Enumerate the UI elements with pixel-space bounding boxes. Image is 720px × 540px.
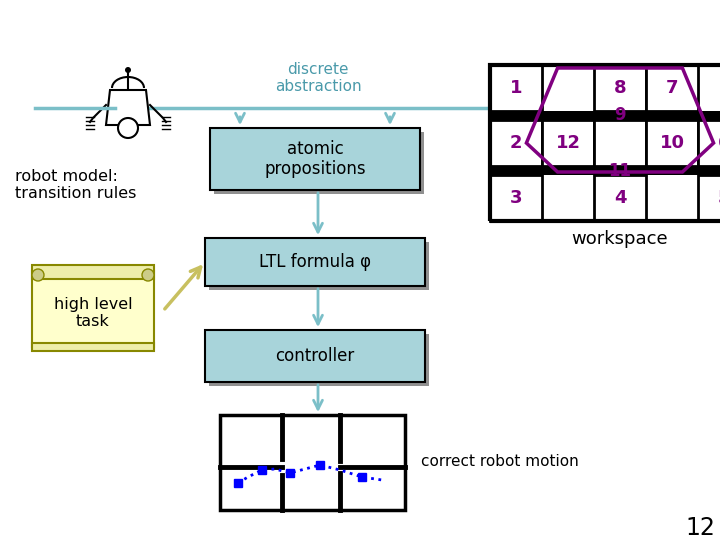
Bar: [258, 466, 266, 474]
Bar: [490, 175, 542, 221]
Bar: [205, 238, 425, 286]
Bar: [646, 65, 698, 111]
Text: 2: 2: [510, 134, 522, 152]
Circle shape: [125, 67, 131, 73]
Bar: [209, 334, 429, 386]
Bar: [490, 120, 542, 166]
Text: controller: controller: [275, 347, 355, 365]
Bar: [594, 175, 646, 221]
Text: 5: 5: [718, 189, 720, 207]
Text: 12: 12: [685, 516, 715, 540]
Bar: [358, 473, 366, 481]
Bar: [542, 120, 594, 166]
Bar: [490, 65, 542, 111]
Circle shape: [32, 269, 44, 281]
Bar: [646, 120, 698, 166]
Bar: [316, 461, 324, 469]
Bar: [32, 343, 154, 351]
Bar: [209, 242, 429, 290]
Text: robot model:
transition rules: robot model: transition rules: [15, 169, 136, 201]
Text: 8: 8: [613, 79, 626, 97]
Circle shape: [118, 118, 138, 138]
Bar: [220, 415, 405, 510]
Bar: [32, 271, 154, 347]
Bar: [490, 65, 720, 221]
Text: high level
task: high level task: [54, 297, 132, 329]
Bar: [698, 175, 720, 221]
Text: 4: 4: [613, 189, 626, 207]
Text: 11: 11: [608, 161, 631, 179]
Text: correct robot motion: correct robot motion: [421, 455, 579, 469]
Bar: [286, 469, 294, 477]
Bar: [234, 479, 242, 487]
Bar: [490, 111, 720, 120]
Bar: [490, 166, 720, 175]
Text: 9: 9: [614, 106, 626, 125]
Bar: [594, 65, 646, 111]
Bar: [32, 265, 154, 279]
Bar: [210, 128, 420, 190]
Text: atomic
propositions: atomic propositions: [264, 140, 366, 178]
Text: 3: 3: [510, 189, 522, 207]
Polygon shape: [106, 90, 150, 125]
Bar: [205, 330, 425, 382]
Text: 10: 10: [660, 134, 685, 152]
Bar: [698, 120, 720, 166]
Bar: [594, 120, 646, 166]
Bar: [214, 132, 424, 194]
Text: workspace: workspace: [572, 230, 668, 248]
Text: 12: 12: [556, 134, 580, 152]
Text: 1: 1: [510, 79, 522, 97]
Text: LTL formula φ: LTL formula φ: [259, 253, 371, 271]
Text: discrete
abstraction: discrete abstraction: [275, 62, 361, 94]
Text: 7: 7: [666, 79, 678, 97]
Text: 6: 6: [718, 134, 720, 152]
Circle shape: [142, 269, 154, 281]
